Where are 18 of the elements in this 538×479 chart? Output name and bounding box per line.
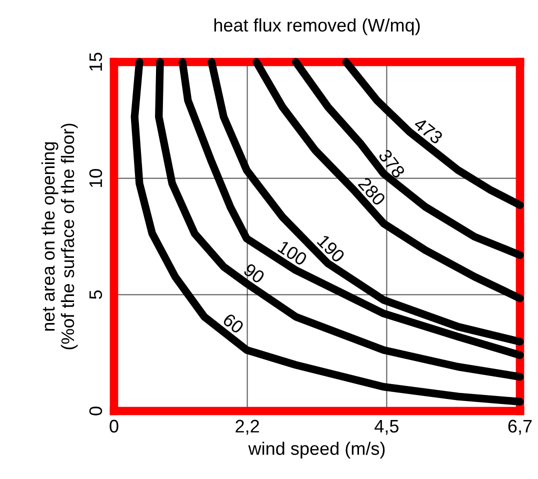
x-tick-label: 4,5 bbox=[374, 420, 398, 435]
annotation: 60 bbox=[222, 312, 245, 334]
annotation: 378 bbox=[378, 148, 406, 179]
annotation: 473 bbox=[412, 116, 444, 145]
y-axis-title: net area on the opening (%of the surface of the floor) bbox=[41, 124, 78, 350]
x-tick-label: 0 bbox=[110, 420, 118, 433]
y-tick-label: 15 bbox=[90, 52, 102, 71]
annotation: 190 bbox=[316, 234, 346, 264]
annotation: 90 bbox=[242, 262, 266, 284]
x-tick-label: 2,2 bbox=[236, 420, 259, 435]
x-tick-label: 6,7 bbox=[508, 420, 532, 435]
y-tick-label: 0 bbox=[89, 406, 102, 416]
y-tick-label: 5 bbox=[90, 290, 102, 299]
annotation: 100 bbox=[277, 240, 308, 266]
x-axis-title: wind speed (m/s) bbox=[248, 442, 385, 459]
y-tick-label: 10 bbox=[89, 168, 102, 187]
annotation: 280 bbox=[358, 176, 386, 206]
chart-title: heat flux removed (W/mq) bbox=[214, 18, 420, 36]
